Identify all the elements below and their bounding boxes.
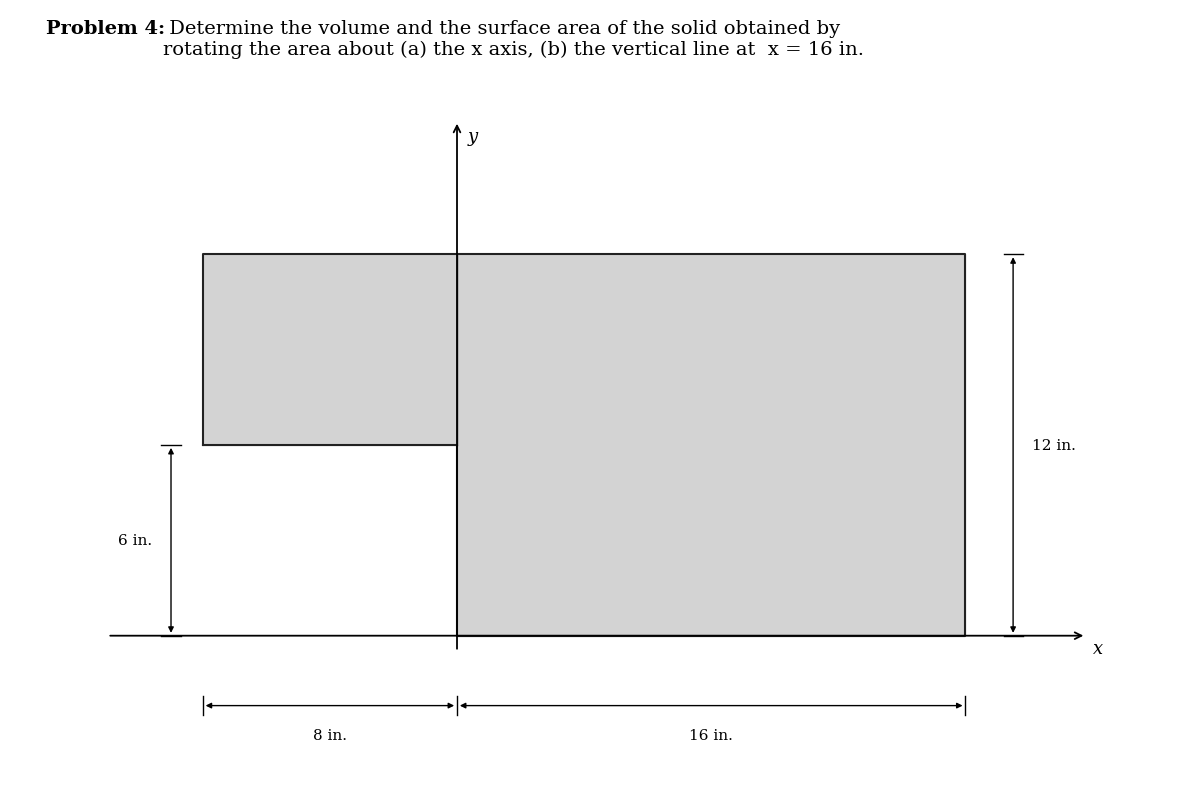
Text: Problem 4:: Problem 4:: [46, 20, 164, 38]
Text: 12 in.: 12 in.: [1032, 438, 1076, 452]
Text: Determine the volume and the surface area of the solid obtained by
rotating the : Determine the volume and the surface are…: [163, 20, 864, 59]
Text: 8 in.: 8 in.: [313, 728, 347, 742]
Text: 16 in.: 16 in.: [689, 728, 733, 742]
Text: y: y: [468, 128, 479, 146]
Polygon shape: [203, 255, 966, 636]
Text: x: x: [1092, 639, 1103, 657]
Text: 6 in.: 6 in.: [118, 534, 152, 548]
